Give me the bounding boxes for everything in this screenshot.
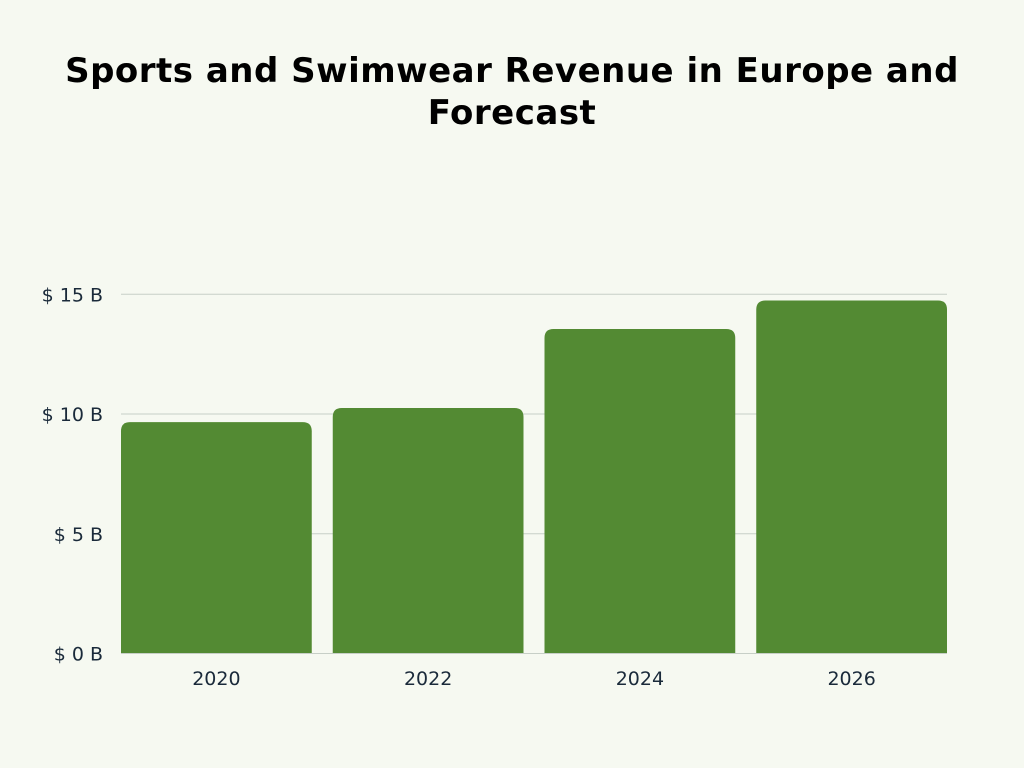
x-tick-label: 2024 xyxy=(616,668,664,690)
bar-2024 xyxy=(544,329,736,654)
y-tick-label: $ 10 B xyxy=(42,404,103,426)
bar-2026 xyxy=(756,300,947,654)
y-tick-label: $ 5 B xyxy=(54,524,103,546)
bar-2020 xyxy=(121,422,312,654)
y-tick-label: $ 0 B xyxy=(54,644,103,666)
y-tick-label: $ 15 B xyxy=(42,284,103,306)
x-tick-label: 2022 xyxy=(404,668,452,690)
bar-2022 xyxy=(332,408,524,654)
chart-title: Sports and Swimwear Revenue in Europe an… xyxy=(65,51,959,133)
x-tick-label: 2026 xyxy=(827,668,875,690)
x-tick-label: 2020 xyxy=(192,668,240,690)
